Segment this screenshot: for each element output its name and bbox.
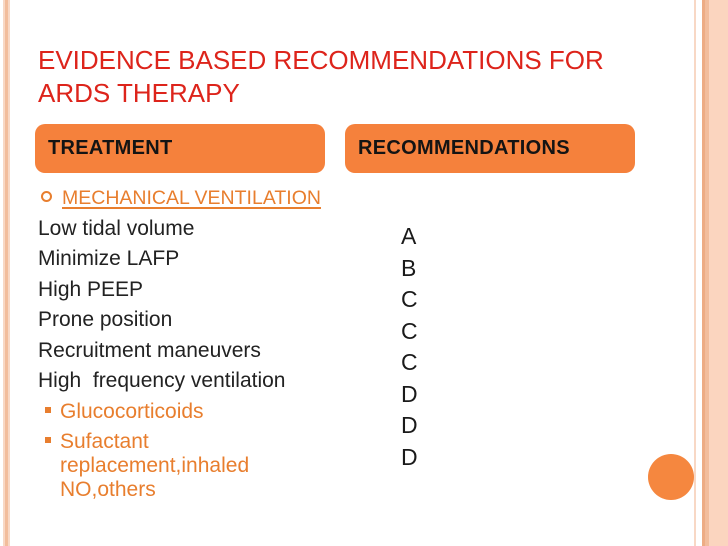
treatment-item-prone-position: Prone position	[38, 305, 368, 336]
treatment-item-surfactant-replacement: Sufactant replacement,inhaled NO,others	[38, 427, 368, 502]
slide-title: EVIDENCE BASED RECOMMENDATIONS FOR ARDS …	[38, 45, 604, 108]
left-border-stripe	[8, 0, 10, 546]
left-border-stripe	[5, 0, 8, 546]
right-border-stripe	[705, 0, 709, 546]
right-border-stripe	[709, 0, 728, 546]
recommendation-grades-list: A B C C C D D D	[401, 221, 418, 473]
right-border-stripe	[694, 0, 696, 546]
treatment-item-label: Low tidal volume	[38, 216, 195, 240]
treatment-column-header: TREATMENT	[35, 124, 325, 173]
circle-bullet-icon	[41, 191, 52, 202]
treatment-list: MECHANICAL VENTILATION Low tidal volume …	[38, 183, 368, 502]
right-border-stripe	[702, 0, 705, 546]
decorative-circle	[648, 454, 694, 500]
grade-value: D	[401, 412, 418, 438]
treatment-item-low-tidal-volume: Low tidal volume	[38, 214, 368, 245]
recommendations-column-header: RECOMMENDATIONS	[345, 124, 635, 173]
treatment-item-label: High PEEP	[38, 277, 144, 301]
grade-value: C	[401, 317, 418, 344]
treatment-item-minimize-lafp: Minimize LAFP	[38, 244, 368, 275]
treatment-item-mechanical-ventilation: MECHANICAL VENTILATION	[38, 183, 368, 214]
left-border-stripe	[3, 0, 5, 546]
treatment-header-label: TREATMENT	[48, 137, 173, 159]
square-bullet-icon	[45, 437, 51, 443]
treatment-item-high-frequency-ventilation: High frequency ventilation	[38, 366, 368, 397]
treatment-item-label: Recruitment maneuvers	[38, 338, 261, 362]
grade-value: A	[401, 223, 417, 249]
grade-value: D	[401, 443, 418, 470]
treatment-item-label: Glucocorticoids	[60, 399, 204, 423]
treatment-item-high-peep: High PEEP	[38, 275, 368, 306]
treatment-item-label: Minimize LAFP	[38, 247, 180, 270]
treatment-item-label: Sufactant replacement,inhaled NO,others	[60, 430, 255, 501]
treatment-item-label: High frequency ventilation	[38, 369, 286, 392]
treatment-item-label: Prone position	[38, 308, 173, 331]
grade-value: B	[401, 254, 417, 281]
grade-value: C	[401, 286, 418, 312]
treatment-item-label: MECHANICAL VENTILATION	[62, 187, 321, 209]
square-bullet-icon	[45, 406, 51, 413]
treatment-item-glucocorticoids: Glucocorticoids	[38, 397, 368, 428]
treatment-item-recruitment-maneuvers: Recruitment maneuvers	[38, 336, 368, 367]
grade-value: C	[401, 349, 418, 375]
recommendations-header-label: RECOMMENDATIONS	[358, 137, 570, 159]
grade-value: D	[401, 380, 418, 407]
